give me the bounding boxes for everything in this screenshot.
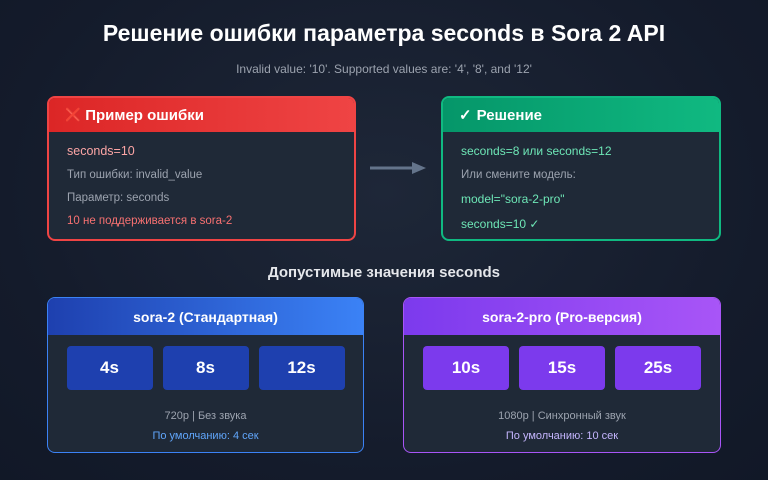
cross-mark-icon: ❌ xyxy=(65,107,82,122)
seconds-value-chip: 4s xyxy=(66,346,153,390)
page-title: Решение ошибки параметра seconds в Sora … xyxy=(102,20,666,46)
seconds-value-chip: 15s xyxy=(519,346,605,390)
solution-card: ✓ Решение seconds=8 или seconds=12 Или с… xyxy=(441,96,721,241)
error-line: Параметр: seconds xyxy=(67,192,170,204)
solution-card-header: ✓ Решение xyxy=(443,98,719,132)
model-info: 1080p | Синхронный звук xyxy=(498,410,626,422)
model-card-sora-2: sora-2 (Стандартная) 4s 8s 12s 720p | Бе… xyxy=(47,297,364,453)
check-mark-icon: ✓ xyxy=(459,107,472,124)
seconds-value-chip: 10s xyxy=(423,346,509,390)
solution-line: Или смените модель: xyxy=(461,169,576,181)
error-example-card: ❌ Пример ошибки seconds=10 Тип ошибки: i… xyxy=(47,96,356,241)
error-line: 10 не поддерживается в sora-2 xyxy=(67,215,233,227)
model-name: sora-2-pro (Pro-версия) xyxy=(404,298,720,335)
seconds-value-chip: 25s xyxy=(615,346,701,390)
error-card-header: ❌ Пример ошибки xyxy=(49,98,354,132)
solution-line: seconds=10 ✓ xyxy=(461,217,540,231)
solution-line: seconds=8 или seconds=12 xyxy=(461,144,612,158)
model-card-sora-2-pro: sora-2-pro (Pro-версия) 10s 15s 25s 1080… xyxy=(403,297,721,453)
solution-line: model="sora-2-pro" xyxy=(461,192,565,206)
model-default: По умолчанию: 10 сек xyxy=(505,430,619,442)
error-card-title: Пример ошибки xyxy=(85,106,205,124)
error-line: seconds=10 xyxy=(67,144,135,158)
seconds-value-chip: 8s xyxy=(162,346,249,390)
arrow-right-icon xyxy=(370,162,426,174)
error-message-subtitle: Invalid value: '10'. Supported values ar… xyxy=(236,62,532,76)
section-title: Допустимые значения seconds xyxy=(268,264,500,281)
model-name: sora-2 (Стандартная) xyxy=(48,298,363,335)
solution-card-title: Решение xyxy=(476,106,543,124)
error-line: Тип ошибки: invalid_value xyxy=(67,169,203,181)
model-info: 720p | Без звука xyxy=(164,410,247,422)
seconds-value-chip: 12s xyxy=(258,346,345,390)
model-default: По умолчанию: 4 сек xyxy=(152,430,259,442)
